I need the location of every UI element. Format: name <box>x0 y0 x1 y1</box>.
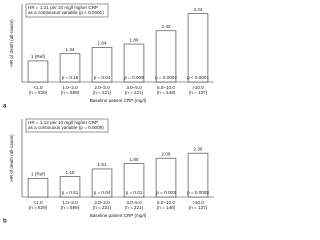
value-label: 1 (Ref) <box>31 54 46 59</box>
value-label: 1.51 <box>98 162 107 167</box>
value-label: 2.43 <box>162 24 171 29</box>
count-label: (n = 137) <box>189 90 208 95</box>
bar <box>187 13 209 83</box>
value-label: 2.36 <box>194 146 203 151</box>
y-axis-label: HR of death (all-cause) <box>9 134 14 182</box>
value-label: 1.10 <box>66 170 75 175</box>
page: HR of death (all-cause) HR = 1.21 per 10 … <box>3 3 214 225</box>
bar <box>59 176 81 198</box>
value-label: 1.64 <box>98 41 107 46</box>
count-label: (n = 829) <box>29 90 48 95</box>
bar <box>123 163 145 198</box>
count-label: (n = 829) <box>29 205 48 210</box>
bar <box>155 30 177 83</box>
p-label: p = 0.003 <box>156 190 176 195</box>
x-tick-label: >10.0 <box>192 85 204 90</box>
p-label: p = 0.04 <box>94 190 111 195</box>
panel-label: b <box>3 219 7 225</box>
value-label: 1.80 <box>130 157 139 162</box>
bar <box>27 60 49 83</box>
value-label: 1.80 <box>130 37 139 42</box>
bar <box>155 157 177 198</box>
x-tick-label: 1.0–2.0 <box>62 85 78 90</box>
bar <box>91 47 113 83</box>
panel-label: a <box>3 104 7 110</box>
value-label: 1 (Ref) <box>31 172 46 177</box>
p-label: p = 0.0002 <box>155 75 177 80</box>
value-label: 2.09 <box>162 151 171 156</box>
p-label: p = 0.0009 <box>187 190 209 195</box>
count-label: (n = 148) <box>157 90 176 95</box>
annotation-box <box>25 3 109 18</box>
count-label: (n = 221) <box>125 205 144 210</box>
value-label: 3.24 <box>194 7 203 12</box>
x-axis-label: Baseline patient CRP (mg/l) <box>90 213 147 218</box>
x-tick-label: 5.0–10.0 <box>157 200 175 205</box>
p-label: p = 0.51 <box>62 190 79 195</box>
x-tick-label: <1.0 <box>33 200 43 205</box>
x-tick-label: >10.0 <box>192 200 204 205</box>
bar <box>91 168 113 198</box>
bar <box>27 178 49 198</box>
p-label: p = 0.01 <box>126 190 143 195</box>
y-axis-label: HR of death (all-cause) <box>9 19 14 67</box>
annotation: HR = 1.12 per 10 mg/l higher CRP <box>28 120 98 125</box>
bar <box>59 53 81 83</box>
p-label: p = 0.15 <box>62 75 79 80</box>
chart: HR of death (all-cause) HR = 1.21 per 10 … <box>3 3 214 225</box>
annotation: as a continuous variable (p < 0.0001) <box>28 10 104 15</box>
p-label: p = 0.009 <box>124 75 144 80</box>
value-label: 1.34 <box>66 47 75 52</box>
count-label: (n = 221) <box>93 90 112 95</box>
annotation-box <box>25 118 109 133</box>
count-label: (n = 221) <box>93 205 112 210</box>
x-tick-label: 1.0–2.0 <box>62 200 78 205</box>
x-axis-label: Baseline patient CRP (mg/l) <box>90 98 147 103</box>
count-label: (n = 137) <box>189 205 208 210</box>
annotation: HR = 1.21 per 10 mg/l higher CRP <box>28 5 98 10</box>
count-label: (n = 599) <box>61 205 80 210</box>
x-tick-label: 5.0–10.0 <box>157 85 175 90</box>
annotation: as a continuous variable (p = 0.0009) <box>28 125 104 130</box>
count-label: (n = 599) <box>61 90 80 95</box>
x-tick-label: 2.0–3.0 <box>94 85 110 90</box>
p-label: p = 0.04 <box>94 75 111 80</box>
count-label: (n = 221) <box>125 90 144 95</box>
x-tick-label: 2.0–3.0 <box>94 200 110 205</box>
x-tick-label: 3.0–5.0 <box>126 85 142 90</box>
count-label: (n = 148) <box>157 205 176 210</box>
bar <box>123 43 145 83</box>
x-tick-label: <1.0 <box>33 85 43 90</box>
x-tick-label: 3.0–5.0 <box>126 200 142 205</box>
bar <box>187 152 209 198</box>
p-label: p < 0.0001 <box>187 75 209 80</box>
